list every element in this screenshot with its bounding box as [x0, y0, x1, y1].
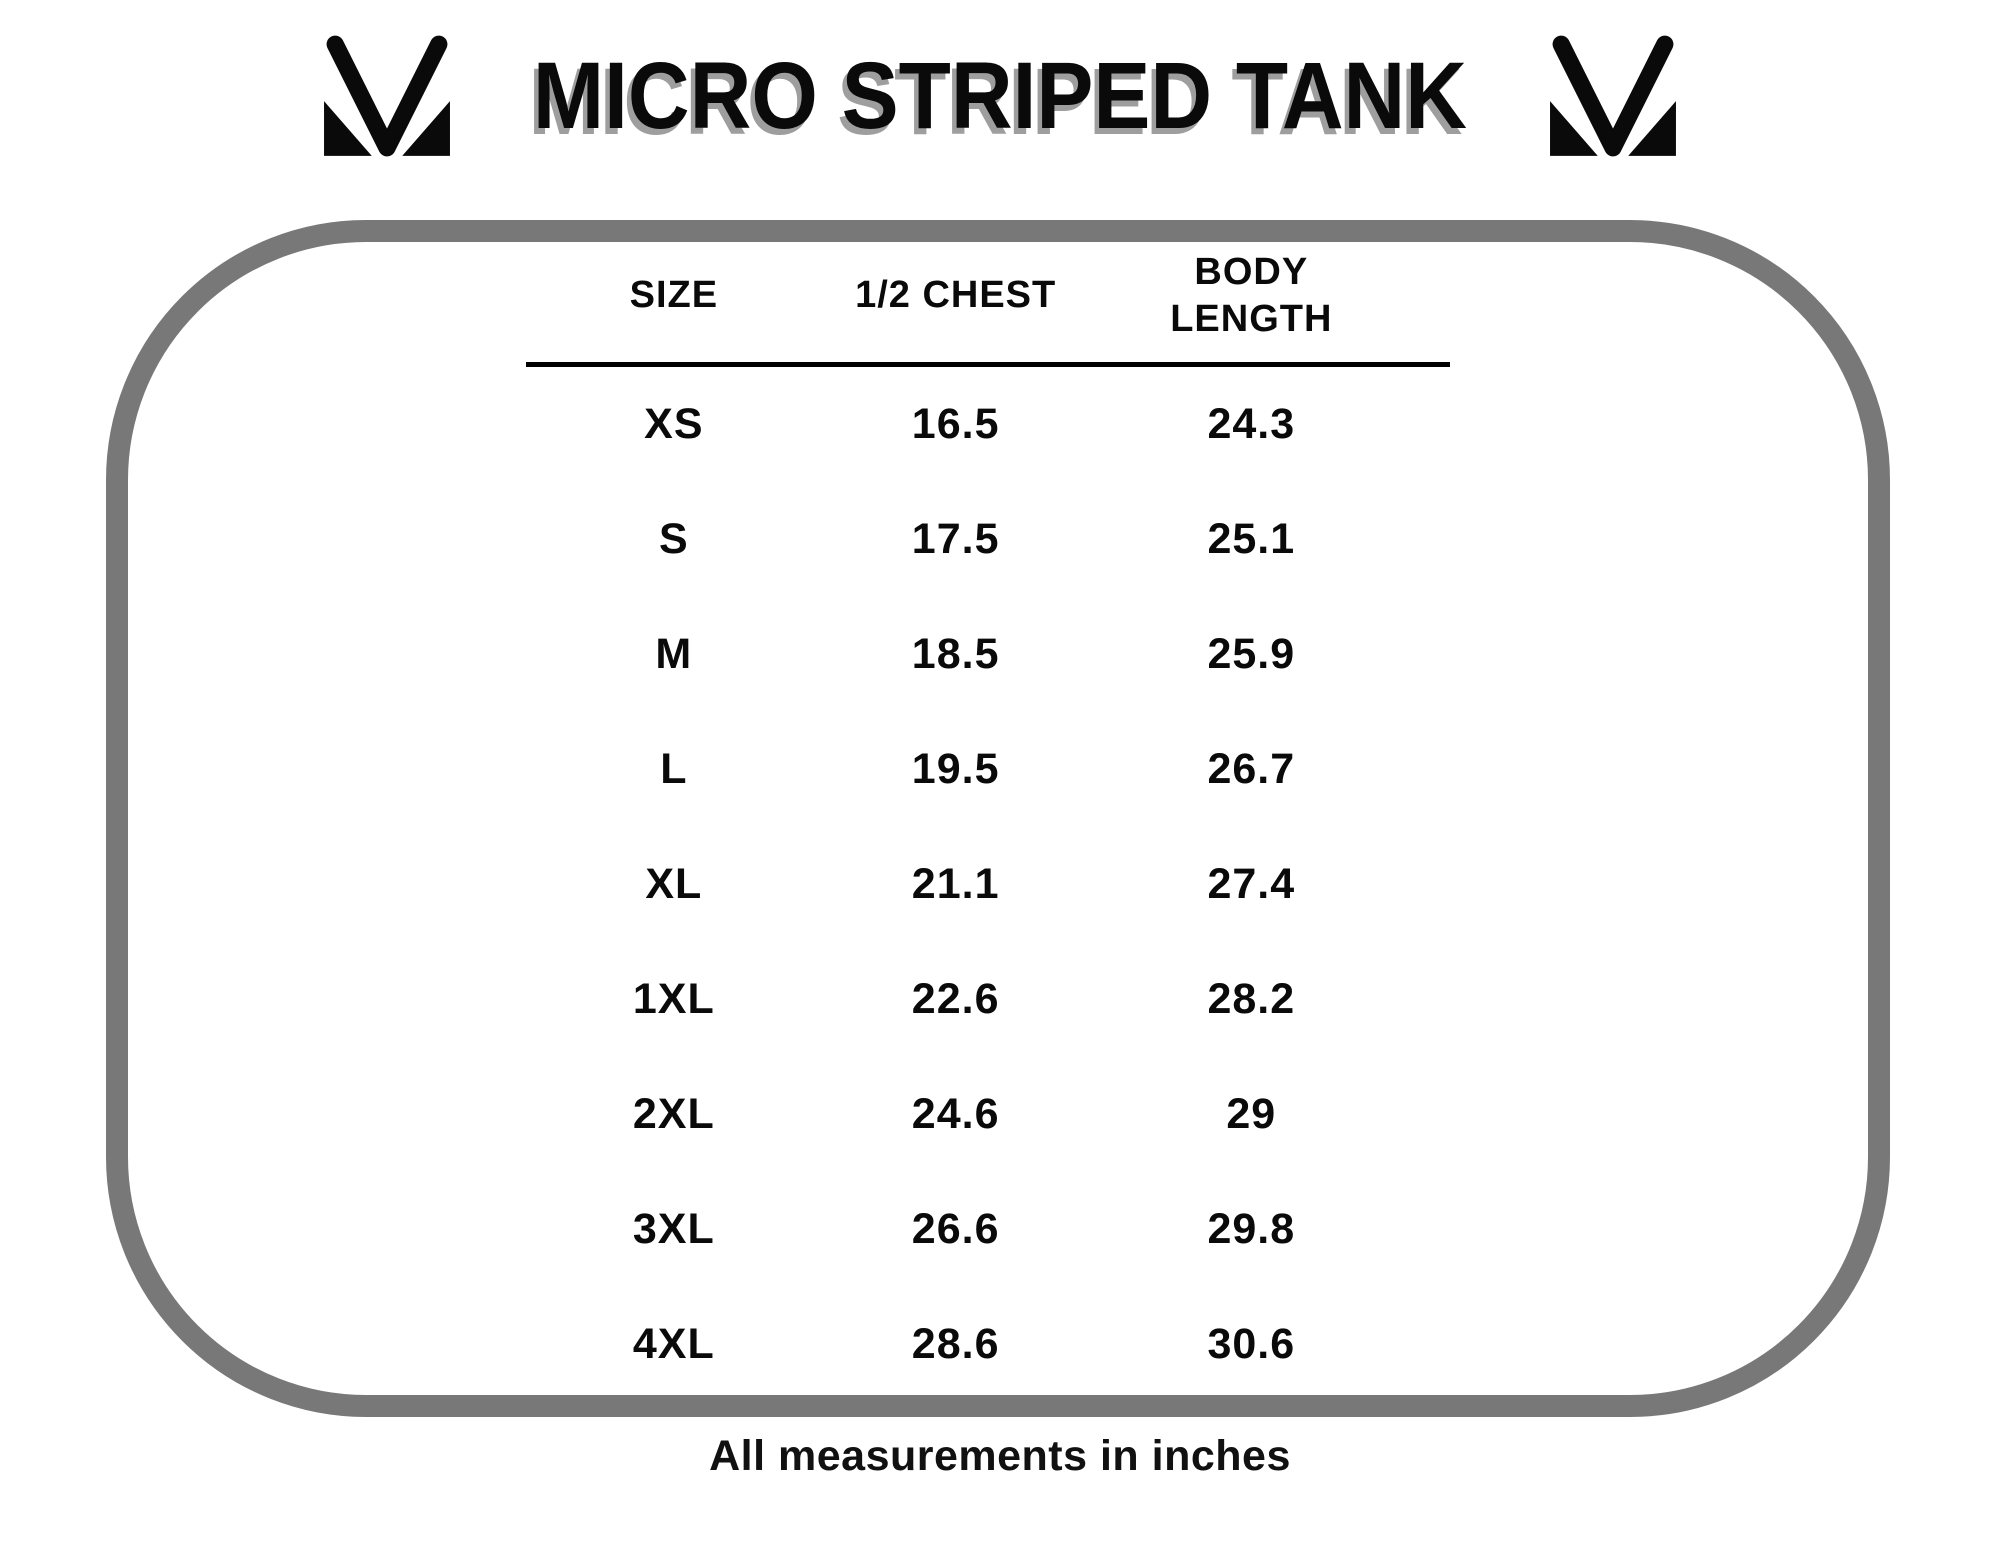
table-body: XS 16.5 24.3 S 17.5 25.1 M 18.5 25.9 L 1…: [526, 367, 1450, 1402]
half-chest-cell: 22.6: [911, 975, 1000, 1023]
table-row: S 17.5 25.1: [526, 482, 1450, 597]
body-length-cell: 29: [1226, 1090, 1277, 1138]
column-header-half-chest: 1/2 CHEST: [855, 274, 1057, 317]
size-table: SIZE 1/2 CHEST BODY LENGTH XS 16.5 24.3 …: [526, 230, 1450, 1402]
half-chest-cell: 28.6: [911, 1320, 1000, 1368]
column-header-size: SIZE: [629, 274, 719, 317]
body-length-cell: 24.3: [1207, 400, 1296, 448]
size-cell: 4XL: [632, 1320, 715, 1368]
half-chest-cell: 26.6: [911, 1205, 1000, 1253]
body-length-cell: 28.2: [1207, 975, 1296, 1023]
m-monogram-logo-icon: [1550, 35, 1676, 157]
half-chest-cell: 18.5: [911, 630, 1000, 678]
half-chest-cell: 19.5: [911, 745, 1000, 793]
half-chest-cell: 21.1: [911, 860, 1000, 908]
page-title: MICRO STRIPED TANK: [532, 42, 1468, 149]
body-length-cell: 26.7: [1207, 745, 1296, 793]
body-length-cell: 27.4: [1207, 860, 1296, 908]
table-row: 4XL 28.6 30.6: [526, 1287, 1450, 1402]
size-cell: 1XL: [632, 975, 715, 1023]
table-row: M 18.5 25.9: [526, 597, 1450, 712]
body-length-cell: 30.6: [1207, 1320, 1296, 1368]
size-cell: 2XL: [632, 1090, 715, 1138]
table-row: L 19.5 26.7: [526, 712, 1450, 827]
size-cell: M: [655, 630, 693, 678]
body-length-cell: 25.9: [1207, 630, 1296, 678]
column-header-body-length: BODY LENGTH: [1170, 250, 1333, 341]
half-chest-cell: 16.5: [911, 400, 1000, 448]
measurements-note: All measurements in inches: [709, 1432, 1291, 1480]
size-cell: XL: [645, 860, 703, 908]
size-cell: L: [660, 745, 688, 793]
half-chest-cell: 17.5: [911, 515, 1000, 563]
body-length-cell: 29.8: [1207, 1205, 1296, 1253]
table-row: XL 21.1 27.4: [526, 827, 1450, 942]
rounded-frame: [106, 220, 1890, 1417]
size-cell: 3XL: [632, 1205, 715, 1253]
size-cell: XS: [644, 400, 704, 448]
table-header-row: SIZE 1/2 CHEST BODY LENGTH: [526, 230, 1450, 367]
table-row: 2XL 24.6 29: [526, 1057, 1450, 1172]
table-row: 1XL 22.6 28.2: [526, 942, 1450, 1057]
size-cell: S: [658, 515, 689, 563]
table-row: 3XL 26.6 29.8: [526, 1172, 1450, 1287]
body-length-cell: 25.1: [1207, 515, 1296, 563]
brand-header: MICRO STRIPED TANK: [0, 34, 2000, 158]
table-row: XS 16.5 24.3: [526, 367, 1450, 482]
half-chest-cell: 24.6: [911, 1090, 1000, 1138]
m-monogram-logo-icon: [324, 35, 450, 157]
